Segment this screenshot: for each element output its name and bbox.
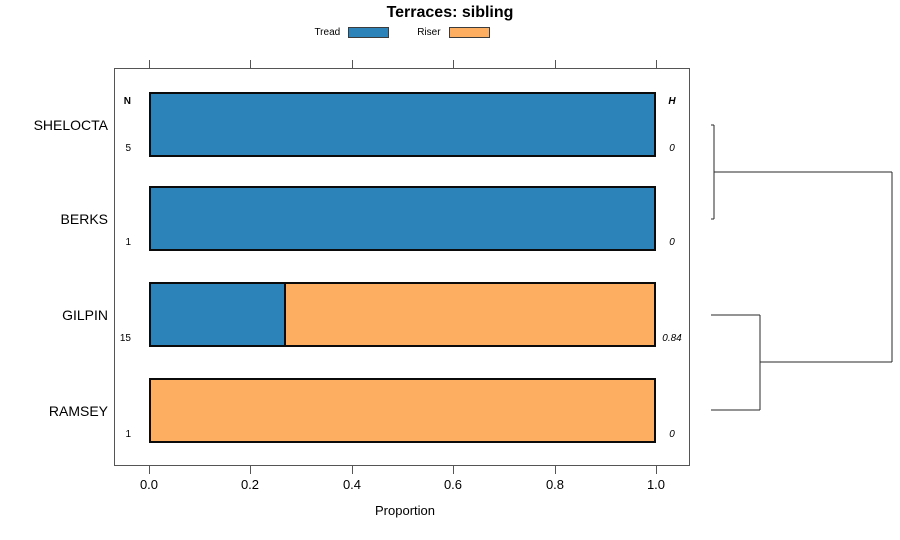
category-label: SHELOCTA [33, 116, 108, 133]
h-value: 0 [669, 237, 675, 248]
x-tick-bottom [352, 466, 353, 474]
legend-label-riser: Riser [417, 27, 441, 38]
x-tick-top [250, 60, 251, 68]
legend: Tread Riser [114, 25, 690, 40]
segment-divider [284, 284, 287, 345]
bar-row-berks: BERKS 1 0 [0, 186, 900, 251]
category-label: RAMSEY [48, 402, 108, 419]
legend-swatch-tread [348, 27, 390, 38]
h-value: 0 [669, 429, 675, 440]
x-tick-bottom [250, 466, 251, 474]
category-label: GILPIN [62, 306, 108, 323]
x-tick-top [149, 60, 150, 68]
stacked-bar [149, 186, 656, 251]
chart-title: Terraces: sibling [386, 4, 514, 21]
n-column-header: N [123, 96, 131, 107]
x-tick-label: 0.6 [443, 477, 463, 492]
x-tick-label: 1.0 [646, 477, 666, 492]
x-tick-bottom [555, 466, 556, 474]
legend-label-tread: Tread [314, 27, 341, 38]
stacked-bar [149, 378, 656, 443]
bar-row-gilpin: GILPIN 15 0.84 [0, 282, 900, 347]
x-tick-label: 0.4 [342, 477, 362, 492]
n-value: 1 [125, 429, 131, 440]
x-tick-top [352, 60, 353, 68]
x-axis-label: Proportion [375, 503, 435, 518]
n-value: 5 [125, 143, 131, 154]
x-tick-label: 0.8 [545, 477, 565, 492]
tread-segment [151, 284, 286, 345]
x-tick-top [555, 60, 556, 68]
category-label: BERKS [60, 210, 108, 227]
bar-row-ramsey: RAMSEY 1 0 [0, 378, 900, 443]
bar-row-shelocta: SHELOCTA 5 0 [0, 92, 900, 157]
x-tick-top [453, 60, 454, 68]
stacked-bar [149, 282, 656, 347]
x-tick-label: 0.2 [240, 477, 260, 492]
x-tick-bottom [656, 466, 657, 474]
legend-swatch-riser [448, 27, 490, 38]
stacked-bar [149, 92, 656, 157]
x-tick-bottom [149, 466, 150, 474]
riser-segment [285, 284, 654, 345]
n-value: 1 [125, 237, 131, 248]
x-tick-label: 0.0 [139, 477, 159, 492]
x-tick-bottom [453, 466, 454, 474]
h-value: 0.84 [662, 333, 682, 344]
h-value: 0 [669, 143, 675, 154]
n-value: 15 [119, 333, 131, 344]
tread-segment [151, 94, 654, 155]
tread-segment [151, 188, 654, 249]
legend-item-tread: Tread [314, 27, 390, 38]
riser-segment [151, 380, 654, 441]
h-column-header: H [668, 96, 676, 107]
legend-item-riser: Riser [417, 27, 490, 38]
plot-area-border [114, 68, 690, 466]
x-tick-top [656, 60, 657, 68]
